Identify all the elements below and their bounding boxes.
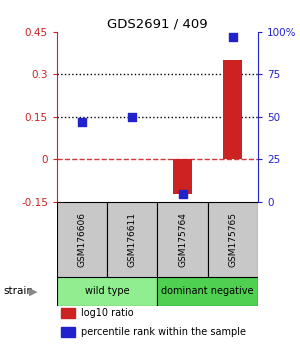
Point — [130, 114, 135, 120]
Bar — [173, 159, 192, 194]
Bar — [61, 327, 75, 337]
Bar — [208, 202, 258, 277]
Text: GSM175765: GSM175765 — [228, 212, 237, 267]
Text: wild type: wild type — [85, 286, 130, 296]
Title: GDS2691 / 409: GDS2691 / 409 — [107, 18, 208, 31]
Point — [230, 34, 235, 40]
Bar — [223, 60, 242, 159]
Point — [180, 191, 185, 196]
Text: ▶: ▶ — [28, 286, 37, 296]
Text: dominant negative: dominant negative — [161, 286, 254, 296]
Text: GSM176606: GSM176606 — [78, 212, 87, 267]
Text: GSM175764: GSM175764 — [178, 212, 187, 267]
Bar — [61, 308, 75, 318]
Text: GSM176611: GSM176611 — [128, 212, 137, 267]
Bar — [107, 202, 158, 277]
Bar — [158, 202, 208, 277]
Text: log10 ratio: log10 ratio — [81, 308, 134, 318]
Text: strain: strain — [3, 286, 33, 296]
Bar — [57, 202, 107, 277]
Bar — [158, 277, 258, 306]
Bar — [57, 277, 158, 306]
Text: percentile rank within the sample: percentile rank within the sample — [81, 327, 246, 337]
Point — [80, 119, 85, 125]
